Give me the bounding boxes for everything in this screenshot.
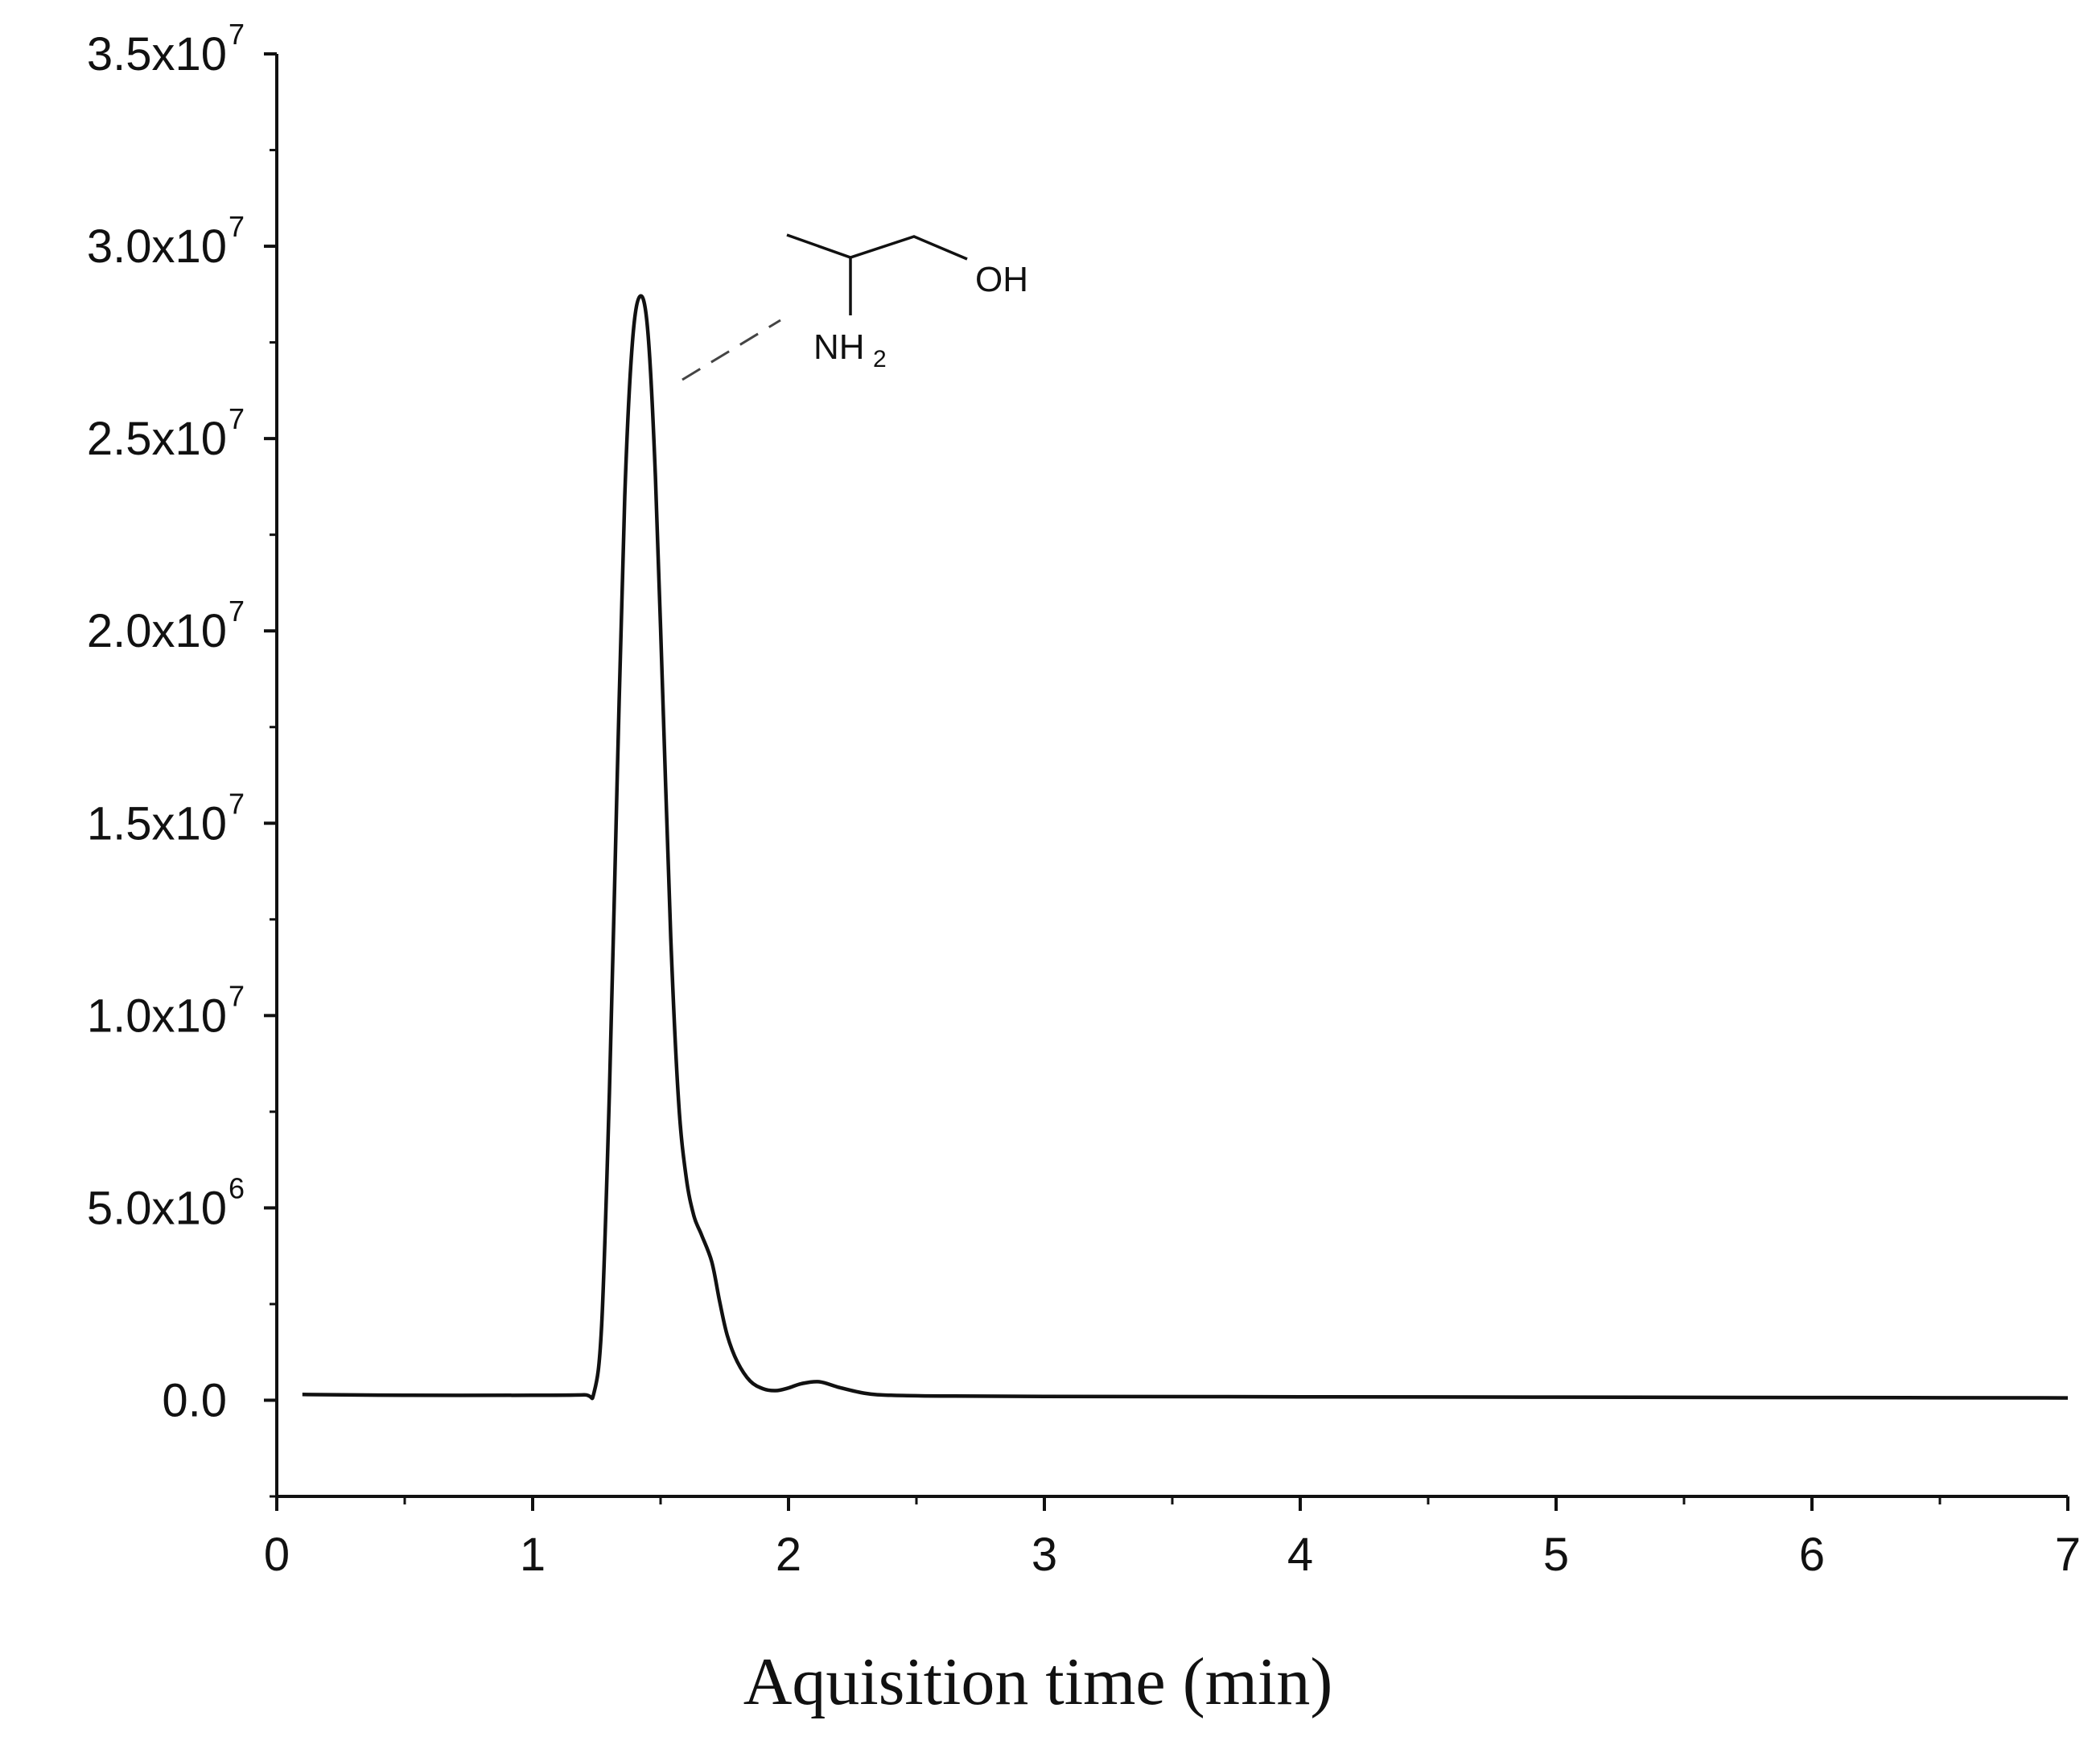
y-tick-label: 3.5x10 7 xyxy=(87,18,245,80)
x-axis: 0 1 2 3 4 5 6 7 xyxy=(264,1495,2081,1581)
x-tick-label: 5 xyxy=(1543,1529,1569,1581)
y-axis: 0.05.0x10 61.0x10 71.5x10 72.0x10 72.5x10 73.… xyxy=(87,18,278,1498)
x-axis-title: Aquisition time (min) xyxy=(743,1644,1333,1719)
y-tick-label-base: 3.0x10 xyxy=(87,220,227,273)
y-tick-label-exponent: 7 xyxy=(229,787,245,820)
x-tick-label: 7 xyxy=(2055,1529,2081,1581)
x-tick-label: 3 xyxy=(1031,1529,1057,1581)
x-tick-label: 4 xyxy=(1287,1529,1313,1581)
y-tick-label-base: 2.0x10 xyxy=(87,605,227,657)
hydroxyl-label: OH xyxy=(975,260,1028,299)
y-tick-label: 2.0x10 7 xyxy=(87,595,245,657)
leader-line xyxy=(681,319,781,381)
x-tick-label: 2 xyxy=(776,1529,801,1581)
y-tick-label: 1.0x10 7 xyxy=(87,979,245,1042)
amine-label: NH xyxy=(813,327,865,367)
carbon-skeleton xyxy=(786,233,968,261)
y-tick-label-base: 5.0x10 xyxy=(87,1182,227,1234)
y-tick-label-exponent: 7 xyxy=(229,979,245,1012)
x-tick-label: 1 xyxy=(520,1529,546,1581)
series-line xyxy=(302,294,2069,1401)
y-tick-label-base: 2.5x10 xyxy=(87,413,227,465)
y-tick-label-exponent: 7 xyxy=(229,18,245,51)
y-tick-label: 0.0 xyxy=(162,1374,227,1426)
x-tick-label: 0 xyxy=(264,1529,290,1581)
x-tick-label: 6 xyxy=(1799,1529,1825,1581)
y-tick-label: 3.0x10 7 xyxy=(87,210,245,273)
y-tick-label-base: 0.0 xyxy=(162,1374,227,1426)
y-tick-label-exponent: 6 xyxy=(229,1171,245,1204)
molecule-structure: OH NH 2 xyxy=(681,233,1028,381)
y-tick-label: 2.5x10 7 xyxy=(87,402,245,465)
plot-series xyxy=(302,294,2069,1401)
y-tick-label-exponent: 7 xyxy=(229,402,245,435)
y-tick-label-base: 1.0x10 xyxy=(87,990,227,1042)
y-tick-label-exponent: 7 xyxy=(229,595,245,628)
y-tick-label-exponent: 7 xyxy=(229,210,245,243)
amine-subscript: 2 xyxy=(873,346,887,372)
y-tick-label: 1.5x10 7 xyxy=(87,787,245,850)
y-tick-label-base: 1.5x10 xyxy=(87,797,227,850)
y-tick-label-base: 3.5x10 xyxy=(87,28,227,80)
y-tick-label: 5.0x10 6 xyxy=(87,1171,245,1234)
